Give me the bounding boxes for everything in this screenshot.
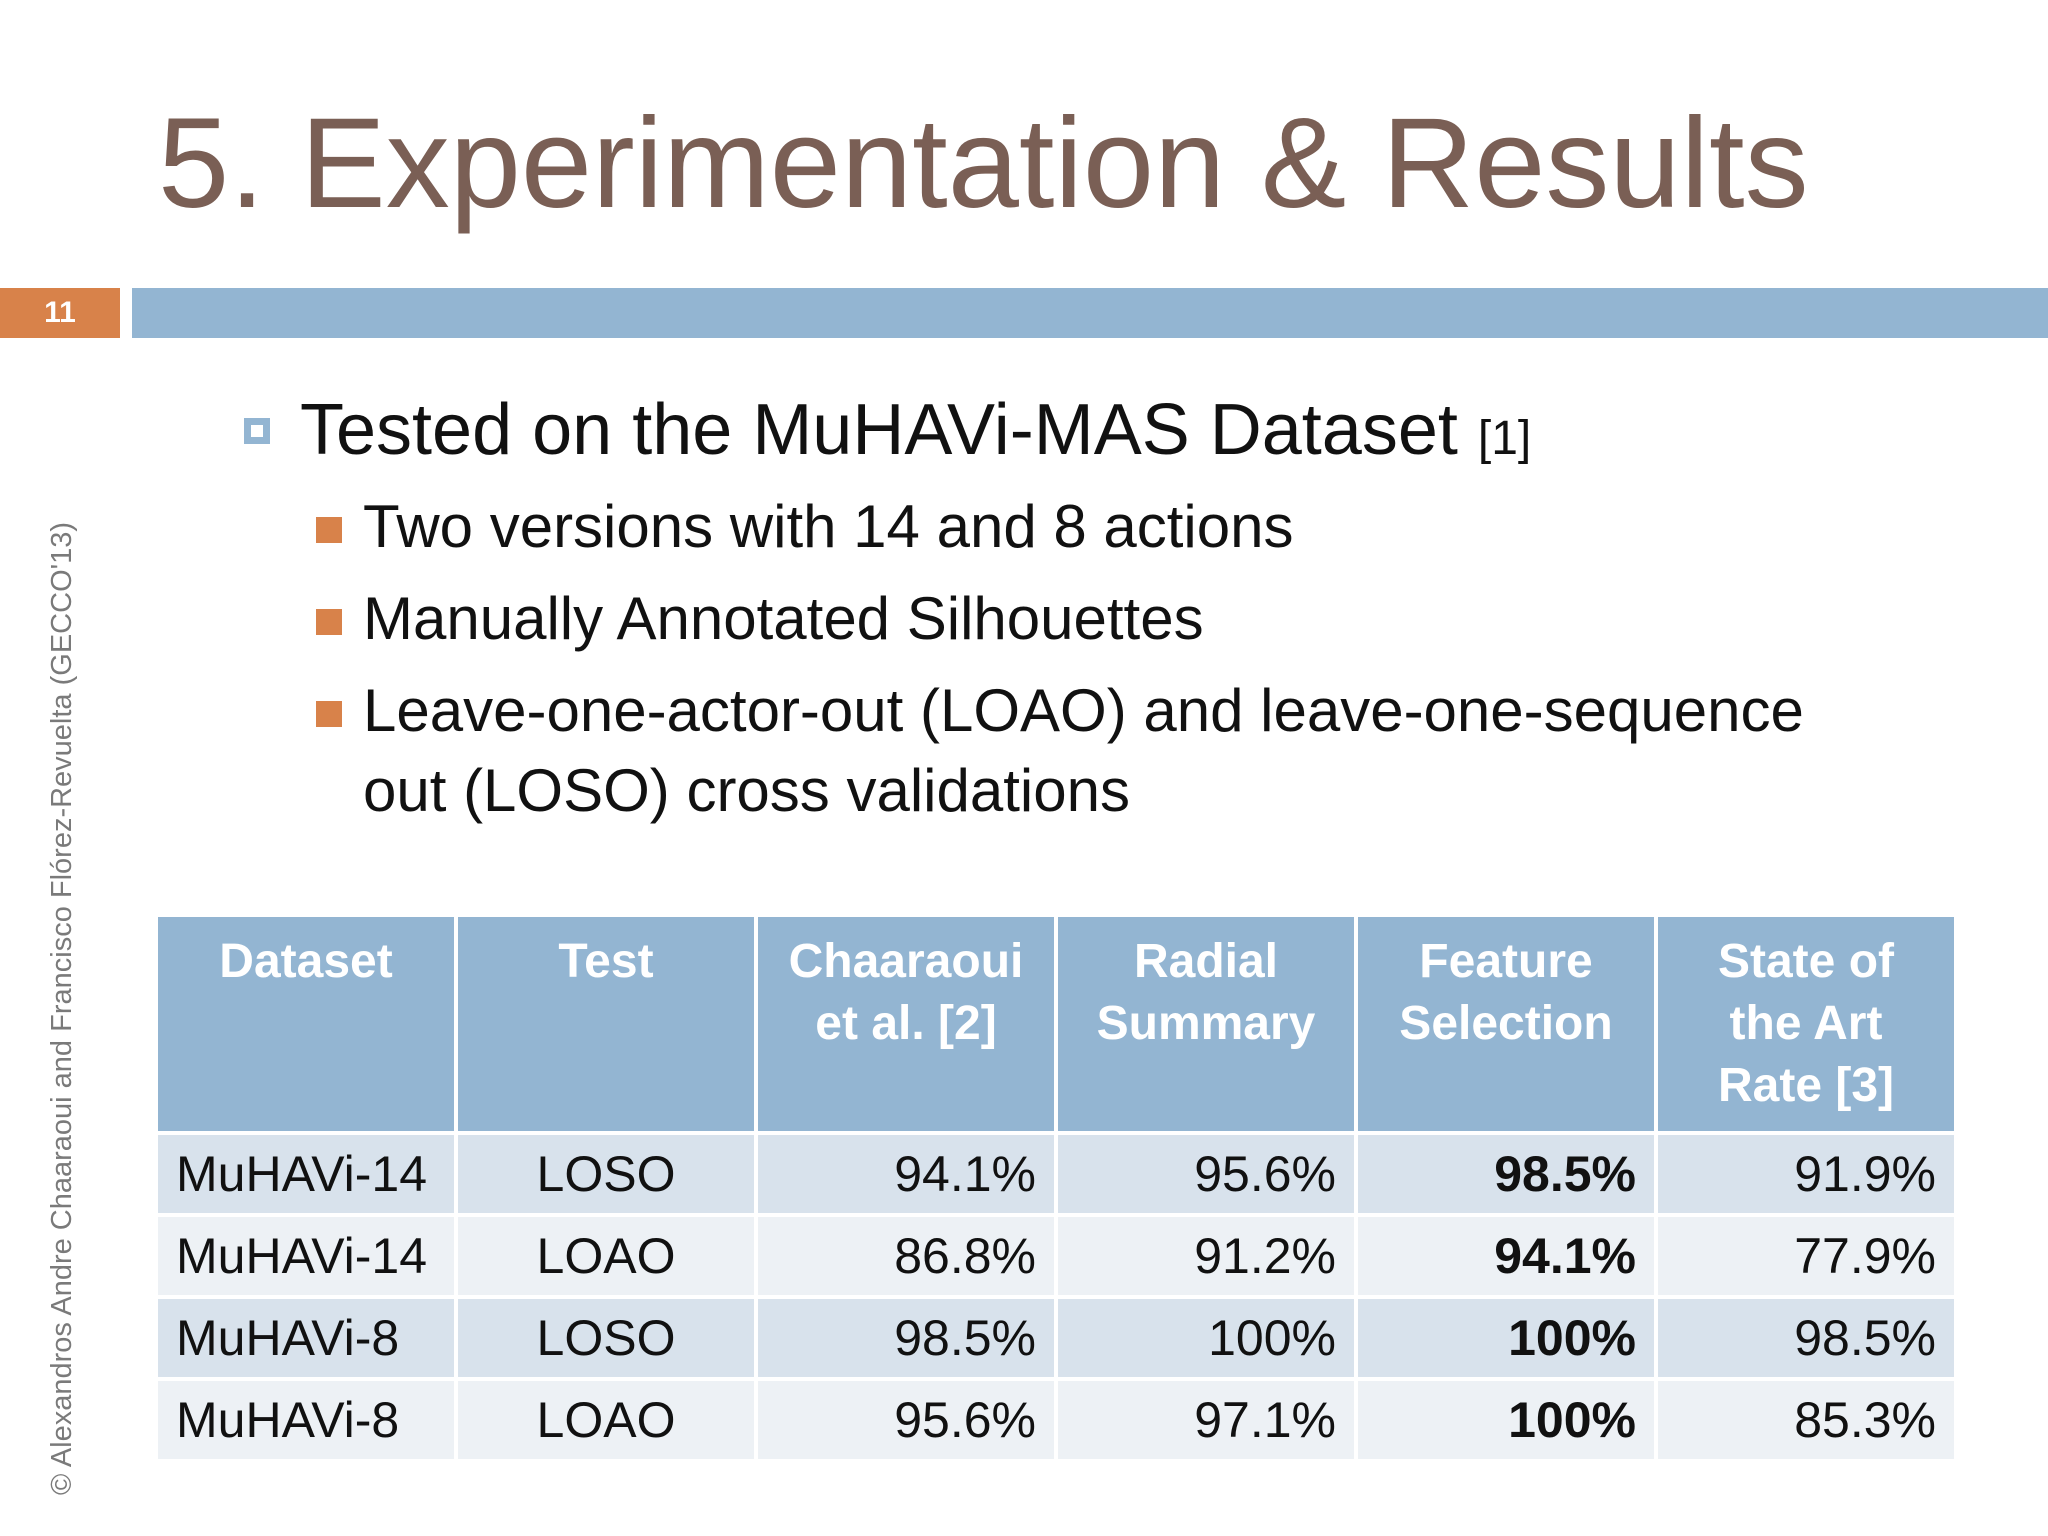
table-row: MuHAVi-14 LOAO 86.8% 91.2% 94.1% 77.9% bbox=[158, 1217, 1954, 1295]
table-header-row: Dataset Test Chaaraoui et al. [2] Radial S… bbox=[158, 917, 1954, 1131]
cell-feature: 94.1% bbox=[1358, 1217, 1654, 1295]
cell-sota: 91.9% bbox=[1658, 1135, 1954, 1213]
cell-feature: 98.5% bbox=[1358, 1135, 1654, 1213]
cell-dataset: MuHAVi-8 bbox=[158, 1381, 454, 1459]
table-row: MuHAVi-8 LOSO 98.5% 100% 100% 98.5% bbox=[158, 1299, 1954, 1377]
slide-title: 5. Experimentation & Results bbox=[158, 92, 1809, 235]
cell-chaaraoui: 95.6% bbox=[758, 1381, 1054, 1459]
cell-dataset: MuHAVi-14 bbox=[158, 1135, 454, 1213]
cell-dataset: MuHAVi-14 bbox=[158, 1217, 454, 1295]
cell-dataset: MuHAVi-8 bbox=[158, 1299, 454, 1377]
bullet-sub-1: Two versions with 14 and 8 actions bbox=[363, 493, 1294, 560]
cell-sota: 77.9% bbox=[1658, 1217, 1954, 1295]
cell-chaaraoui: 94.1% bbox=[758, 1135, 1054, 1213]
square-bullet-icon bbox=[316, 517, 342, 543]
bullet-sub-2: Manually Annotated Silhouettes bbox=[363, 585, 1204, 652]
square-bullet-icon bbox=[316, 701, 342, 727]
cell-sota: 85.3% bbox=[1658, 1381, 1954, 1459]
cell-test: LOAO bbox=[458, 1381, 754, 1459]
table-row: MuHAVi-8 LOAO 95.6% 97.1% 100% 85.3% bbox=[158, 1381, 1954, 1459]
cell-feature: 100% bbox=[1358, 1381, 1654, 1459]
title-divider-bar bbox=[132, 288, 2048, 338]
cell-chaaraoui: 86.8% bbox=[758, 1217, 1054, 1295]
square-bullet-icon bbox=[316, 609, 342, 635]
cell-test: LOSO bbox=[458, 1135, 754, 1213]
cell-sota: 98.5% bbox=[1658, 1299, 1954, 1377]
cell-radial: 91.2% bbox=[1058, 1217, 1354, 1295]
results-table: Dataset Test Chaaraoui et al. [2] Radial S… bbox=[154, 913, 1958, 1463]
table-row: MuHAVi-14 LOSO 94.1% 95.6% 98.5% 91.9% bbox=[158, 1135, 1954, 1213]
cell-feature: 100% bbox=[1358, 1299, 1654, 1377]
bullet-main-text: Tested on the MuHAVi-MAS Dataset bbox=[300, 390, 1458, 470]
header-radial-summary: Radial Summary bbox=[1058, 917, 1354, 1131]
cell-test: LOSO bbox=[458, 1299, 754, 1377]
slide-number-badge: 11 bbox=[0, 288, 120, 338]
cell-radial: 100% bbox=[1058, 1299, 1354, 1377]
cell-radial: 97.1% bbox=[1058, 1381, 1354, 1459]
bullet-sub-3-line-1: Leave-one-actor-out (LOAO) and leave-one… bbox=[363, 677, 1804, 744]
cell-chaaraoui: 98.5% bbox=[758, 1299, 1054, 1377]
header-feature-selection: Feature Selection bbox=[1358, 917, 1654, 1131]
square-bullet-icon bbox=[244, 418, 270, 444]
header-dataset: Dataset bbox=[158, 917, 454, 1131]
side-credit: © Alexandros Andre Chaaraoui and Francis… bbox=[46, 521, 78, 1495]
cell-radial: 95.6% bbox=[1058, 1135, 1354, 1213]
header-test: Test bbox=[458, 917, 754, 1131]
bullet-sub-3-line-2: out (LOSO) cross validations bbox=[363, 757, 1130, 824]
bullet-main-ref: [1] bbox=[1477, 412, 1532, 465]
header-chaaraoui: Chaaraoui et al. [2] bbox=[758, 917, 1054, 1131]
header-state-of-the-art: State of the Art Rate [3] bbox=[1658, 917, 1954, 1131]
bullet-main: Tested on the MuHAVi-MAS Dataset [1] bbox=[300, 390, 1531, 479]
cell-test: LOAO bbox=[458, 1217, 754, 1295]
